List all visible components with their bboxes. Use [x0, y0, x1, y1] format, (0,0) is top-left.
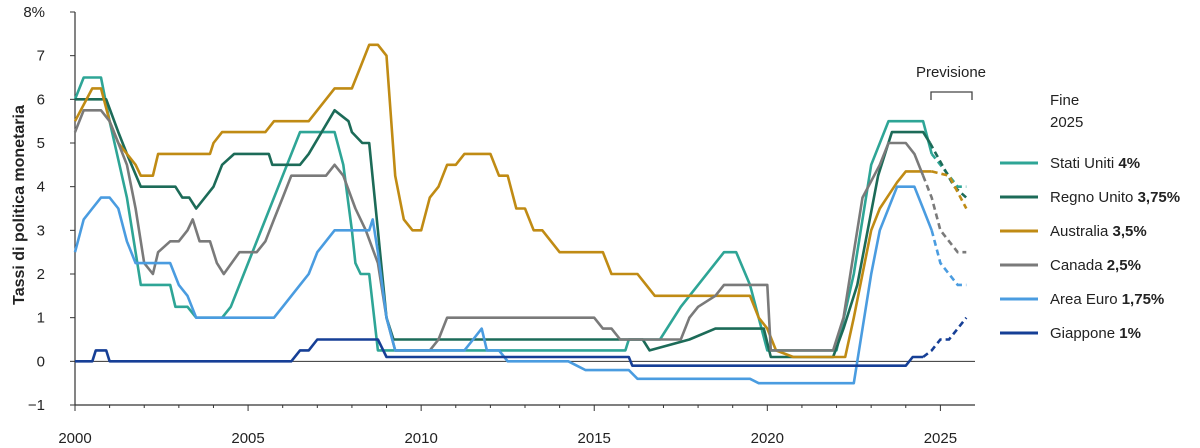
y-tick-label: 8%	[23, 4, 45, 21]
legend-item-giappone: Giappone 1%	[1050, 325, 1141, 342]
legend-item-regno-unito: Regno Unito 3,75%	[1050, 189, 1180, 206]
series-forecast-australia	[931, 170, 968, 210]
series-forecast-stati-uniti	[930, 153, 967, 188]
x-tick-label: 2015	[578, 430, 611, 447]
y-tick-labels: −1 0 1 2 3 4 5 6 7 8%	[23, 4, 75, 414]
y-tick-label: 1	[37, 310, 45, 327]
series-forecast-regno-unito	[928, 142, 968, 199]
x-tick-labels: 2000 2005 2010 2015 2020 2025	[58, 405, 957, 447]
series-forecast-area-euro	[930, 229, 967, 287]
x-tick-label: 2005	[231, 430, 264, 447]
series-line-stati-uniti	[73, 76, 933, 352]
forecast-label: Previsione	[916, 64, 986, 81]
y-tick-label: 5	[37, 135, 45, 152]
series-line-giappone	[75, 338, 924, 367]
y-axis-title: Tassi di politica monetaria	[11, 105, 28, 305]
legend-title-line-2: 2025	[1050, 114, 1083, 131]
series-forecast-canada	[921, 175, 967, 254]
series-forecast-giappone	[922, 316, 968, 359]
legend-item-australia: Australia 3,5%	[1050, 223, 1147, 240]
legend-item-canada: Canada 2,5%	[1050, 257, 1141, 274]
y-tick-label: 0	[37, 353, 45, 370]
series-line-regno-unito	[75, 98, 932, 359]
x-tick-label: 2020	[751, 430, 784, 447]
forecast-annotation: Previsione	[916, 64, 986, 100]
series-line-australia	[73, 43, 932, 359]
series-line-canada	[73, 109, 925, 352]
legend: Fine 2025 Stati Uniti 4% Regno Unito 3,75…	[1000, 92, 1180, 342]
x-tick-label: 2010	[404, 430, 437, 447]
y-tick-label: −1	[28, 397, 45, 414]
series-lines	[73, 43, 968, 385]
y-tick-label: 4	[37, 179, 45, 196]
series-line-area-euro	[73, 185, 933, 385]
y-tick-label: 2	[37, 266, 45, 283]
y-axis-label: Tassi di politica monetaria	[11, 105, 28, 305]
x-tick-label: 2000	[58, 430, 91, 447]
y-tick-label: 6	[37, 91, 45, 108]
x-tick-label: 2025	[924, 430, 957, 447]
legend-item-area-euro: Area Euro 1,75%	[1050, 291, 1164, 308]
legend-item-stati-uniti: Stati Uniti 4%	[1050, 155, 1140, 172]
legend-title-line-1: Fine	[1050, 92, 1079, 109]
y-tick-label: 3	[37, 222, 45, 239]
y-tick-label: 7	[37, 48, 45, 65]
forecast-bracket	[930, 91, 973, 100]
